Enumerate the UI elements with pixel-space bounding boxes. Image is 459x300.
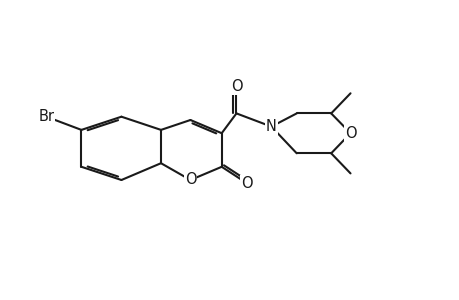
Text: O: O	[184, 172, 196, 188]
Text: Br: Br	[38, 109, 54, 124]
Text: O: O	[230, 79, 242, 94]
Text: O: O	[344, 126, 356, 141]
Text: N: N	[265, 119, 276, 134]
Text: O: O	[241, 176, 252, 190]
